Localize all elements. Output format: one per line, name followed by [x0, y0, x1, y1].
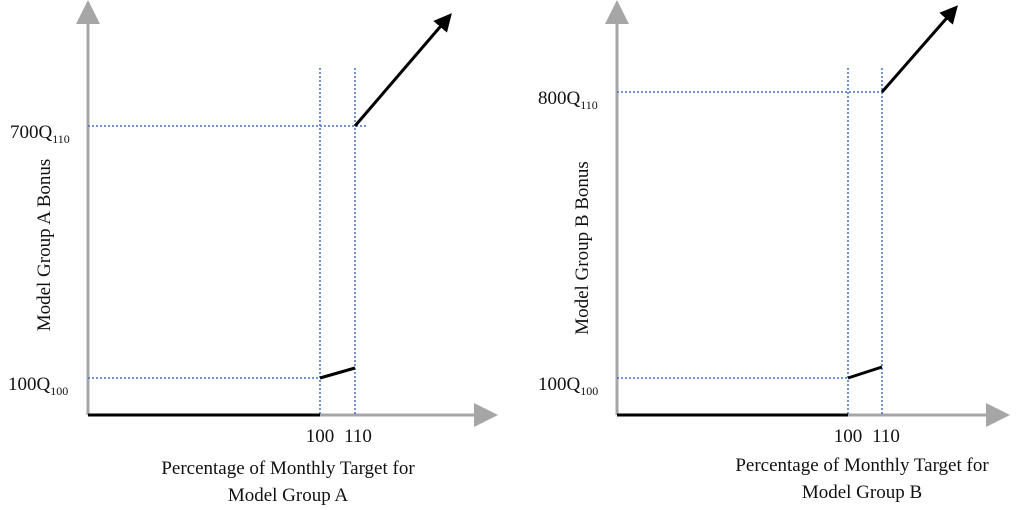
- x-axis-title: Model Group B: [802, 482, 922, 503]
- panel-b: 800Q110 100Q100 Model Group B Bonus 100 …: [538, 0, 1010, 503]
- segment: [319, 366, 356, 380]
- x-axis-title: Percentage of Monthly Target for: [161, 458, 415, 479]
- y-label-main: 100Q: [8, 374, 51, 395]
- y-label-sub: 110: [580, 98, 598, 112]
- y-label: 800Q110: [538, 88, 598, 112]
- y-label-main: 800Q: [538, 88, 581, 109]
- y-label-sub: 100: [580, 384, 598, 398]
- arrow: [353, 13, 452, 127]
- y-label-sub: 100: [50, 384, 68, 398]
- panel-a: 700Q110 100Q100 Model Group A Bonus 100 …: [8, 0, 498, 506]
- y-label: 100Q100: [8, 374, 68, 398]
- arrow: [880, 5, 958, 93]
- y-label: 700Q110: [10, 122, 70, 146]
- y-axis-title: Model Group B Bonus: [572, 161, 593, 335]
- x-tick: 100: [306, 426, 335, 447]
- y-label-main: 700Q: [10, 122, 53, 143]
- segment: [847, 365, 883, 380]
- y-label-sub: 110: [52, 132, 70, 146]
- x-axis-title: Percentage of Monthly Target for: [735, 455, 989, 476]
- y-axis-title: Model Group A Bonus: [34, 159, 55, 332]
- x-tick: 100: [834, 426, 863, 447]
- x-axis-title: Model Group A: [228, 485, 349, 506]
- x-tick: 110: [872, 426, 900, 447]
- y-label: 100Q100: [538, 374, 598, 398]
- x-tick: 110: [344, 426, 372, 447]
- y-label-main: 100Q: [538, 374, 581, 395]
